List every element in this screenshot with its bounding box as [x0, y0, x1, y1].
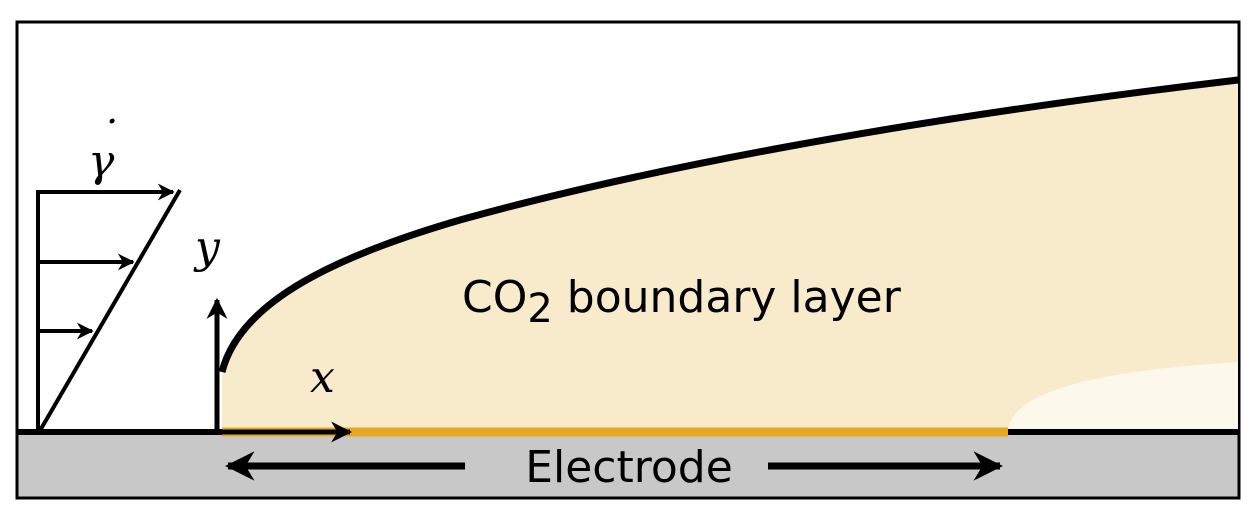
boundary-layer-label: CO2 boundary layer — [462, 272, 902, 332]
profile-slope — [36, 188, 182, 436]
x-axis-label: x — [310, 352, 335, 403]
boundary-layer-label-subscript: 2 — [527, 286, 552, 332]
y-axis-label: y — [193, 222, 221, 273]
substrate — [15, 430, 1241, 500]
shear-rate-label: γ — [88, 136, 115, 187]
boundary-layer-label-co: CO — [462, 272, 527, 323]
downstream-layer-region — [1008, 362, 1238, 432]
shear-flow-profile — [36, 183, 182, 436]
electrode-label: Electrode — [525, 442, 733, 493]
shear-rate-dot: ˙ — [97, 112, 119, 163]
boundary-layer-edge — [218, 76, 1239, 373]
boundary-layer-label-rest: boundary layer — [553, 272, 902, 323]
boundary-layer-region — [222, 80, 1238, 432]
